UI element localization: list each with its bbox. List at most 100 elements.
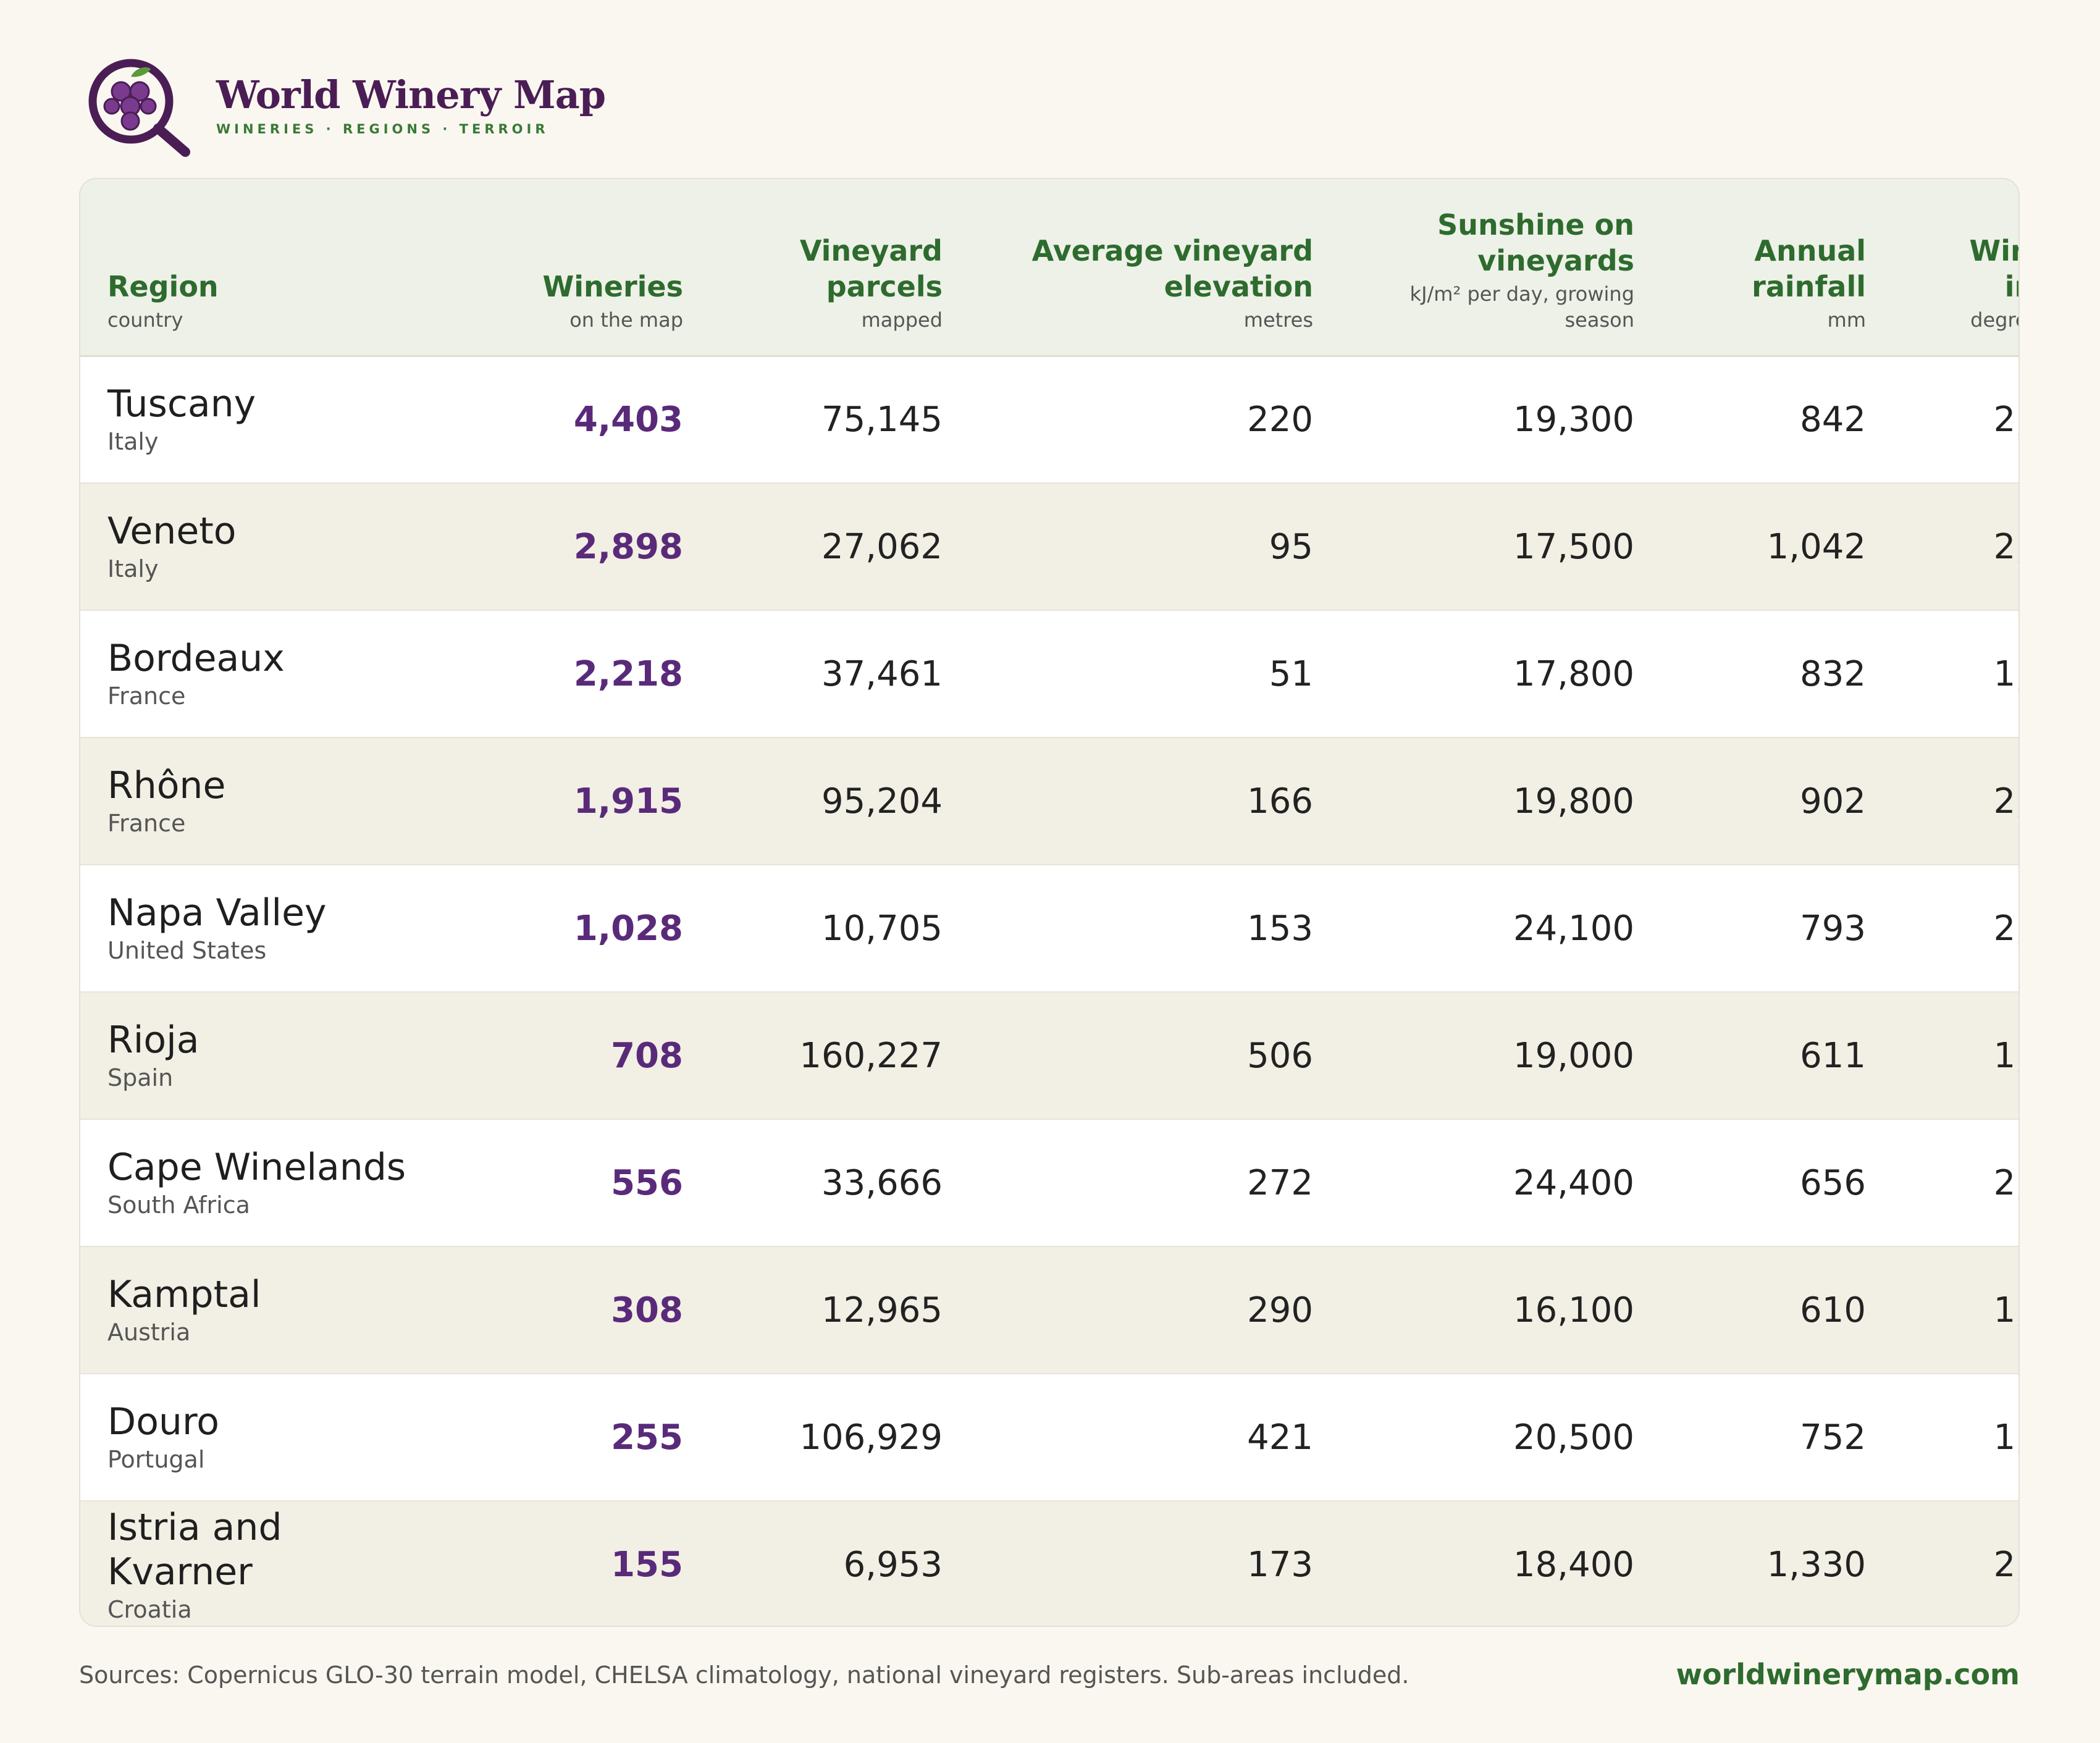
wineries-cell: 2,218 [573, 653, 683, 694]
sources-note: Sources: Copernicus GLO-30 terrain model… [79, 1661, 1409, 1689]
region-country: South Africa [107, 1191, 250, 1219]
region-name: Veneto [107, 510, 237, 553]
rainfall-cell: 902 [1800, 781, 1866, 821]
sunshine-cell: 18,400 [1513, 1545, 1634, 1585]
brand-header: World Winery Map WINERIES · REGIONS · TE… [86, 53, 606, 158]
brand-tagline: WINERIES · REGIONS · TERROIR [216, 121, 549, 136]
winkler-cell: 2,185 [1993, 781, 2018, 821]
sunshine-cell: 24,400 [1513, 1162, 1634, 1203]
column-label: Annual rainfall [1752, 233, 1866, 303]
region-name: Rhône [107, 764, 226, 807]
wineries-cell: 1,915 [573, 781, 683, 821]
winkler-cell: 1,873 [1993, 653, 2018, 694]
region-cell: Rioja Spain [80, 992, 445, 1119]
region-name: Bordeaux [107, 637, 285, 680]
column-unit: on the map [569, 308, 683, 332]
table-row[interactable]: Kamptal Austria 308 12,965 290 16,100 610 1,358 [80, 1246, 2018, 1374]
region-country: Italy [107, 428, 159, 456]
elevation-cell: 166 [1247, 781, 1313, 821]
region-cell: Bordeaux France [80, 610, 445, 737]
region-country: United States [107, 937, 267, 964]
region-table-card: Region country Wineries on the map Vineyard … [79, 178, 2020, 1627]
column-label: Vineyard parcels [799, 233, 943, 303]
rainfall-cell: 752 [1800, 1417, 1866, 1458]
elevation-cell: 506 [1247, 1035, 1313, 1076]
winkler-cell: 1,708 [1993, 1035, 2018, 1076]
wineries-cell: 155 [611, 1545, 683, 1585]
elevation-cell: 290 [1247, 1290, 1313, 1330]
column-header-elevation: Average vineyard elevation metres [970, 179, 1340, 356]
region-cell: Napa Valley United States [80, 865, 445, 992]
wineries-cell: 1,028 [573, 908, 683, 949]
region-country: France [107, 810, 186, 837]
region-name: Cape Winelands [107, 1146, 406, 1189]
column-header-wineries: Wineries on the map [445, 179, 710, 356]
rainfall-cell: 1,330 [1766, 1545, 1866, 1585]
parcels-cell: 27,062 [821, 526, 943, 567]
sunshine-cell: 19,800 [1513, 781, 1634, 821]
rainfall-cell: 611 [1800, 1035, 1866, 1076]
parcels-cell: 10,705 [821, 908, 943, 949]
region-country: Croatia [107, 1595, 192, 1623]
sunshine-cell: 19,000 [1513, 1035, 1634, 1076]
region-cell: Tuscany Italy [80, 356, 445, 483]
elevation-cell: 272 [1247, 1162, 1313, 1203]
column-header-parcels: Vineyard parcels mapped [710, 179, 970, 356]
elevation-cell: 95 [1269, 526, 1313, 567]
parcels-cell: 33,666 [821, 1162, 943, 1203]
parcels-cell: 95,204 [821, 781, 943, 821]
table-row[interactable]: Cape Winelands South Africa 556 33,666 272 24… [80, 1119, 2018, 1246]
wineries-cell: 2,898 [573, 526, 683, 567]
rainfall-cell: 793 [1800, 908, 1866, 949]
elevation-cell: 220 [1247, 399, 1313, 440]
region-country: Italy [107, 555, 159, 582]
winkler-cell: 1,918 [1993, 1417, 2018, 1458]
region-cell: Rhône France [80, 737, 445, 865]
wineries-cell: 255 [611, 1417, 683, 1458]
sunshine-cell: 20,500 [1513, 1417, 1634, 1458]
wineries-cell: 708 [611, 1035, 683, 1076]
region-name: Istria and Kvarner [107, 1505, 282, 1594]
column-unit: mm [1827, 308, 1866, 332]
winkler-cell: 2,299 [1993, 1162, 2018, 1203]
sunshine-cell: 19,300 [1513, 399, 1634, 440]
parcels-cell: 106,929 [799, 1417, 943, 1458]
parcels-cell: 160,227 [799, 1035, 943, 1076]
brand-title: World Winery Map [216, 72, 606, 117]
sunshine-cell: 24,100 [1513, 908, 1634, 949]
table-row[interactable]: Douro Portugal 255 106,929 421 20,500 752 1,918 [80, 1374, 2018, 1501]
winkler-cell: 1,358 [1993, 1290, 2018, 1330]
table-row[interactable]: Napa Valley United States 1,028 10,705 153 24… [80, 865, 2018, 992]
site-link[interactable]: worldwinerymap.com [1676, 1658, 2020, 1691]
column-label: Winkler index [1969, 233, 2019, 303]
rainfall-cell: 610 [1800, 1290, 1866, 1330]
sunshine-cell: 16,100 [1513, 1290, 1634, 1330]
region-name: Tuscany [107, 382, 256, 426]
wineries-cell: 4,403 [573, 399, 683, 440]
elevation-cell: 51 [1269, 653, 1313, 694]
region-table: Region country Wineries on the map Vineyard … [80, 179, 2019, 1626]
region-cell: Douro Portugal [80, 1374, 445, 1501]
winkler-cell: 2,200 [1993, 526, 2018, 567]
column-unit: metres [1243, 308, 1313, 332]
parcels-cell: 37,461 [821, 653, 943, 694]
sunshine-cell: 17,500 [1513, 526, 1634, 567]
column-header-rainfall: Annual rainfall mm [1661, 179, 1893, 356]
region-cell: Istria and Kvarner Croatia [80, 1501, 445, 1626]
parcels-cell: 6,953 [843, 1545, 943, 1585]
column-header-region: Region country [80, 179, 445, 356]
region-cell: Veneto Italy [80, 483, 445, 610]
parcels-cell: 75,145 [821, 399, 943, 440]
table-row[interactable]: Istria and Kvarner Croatia 155 6,953 173 18,4… [80, 1501, 2018, 1626]
region-name: Rioja [107, 1018, 200, 1062]
rainfall-cell: 842 [1800, 399, 1866, 440]
column-label: Wineries [542, 269, 683, 303]
column-unit: degree days [1970, 308, 2018, 332]
table-row[interactable]: Rhône France 1,915 95,204 166 19,800 902 2,185 [80, 737, 2018, 865]
rainfall-cell: 1,042 [1766, 526, 1866, 567]
rainfall-cell: 832 [1800, 653, 1866, 694]
